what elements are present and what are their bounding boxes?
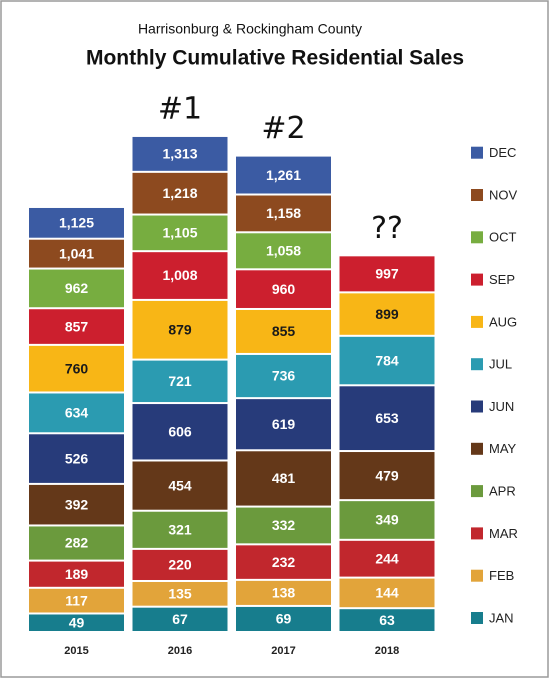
value-label: 69 <box>276 611 292 627</box>
x-tick-label: 2017 <box>271 645 295 657</box>
legend-label: MAY <box>489 441 517 456</box>
value-label: 619 <box>272 416 296 432</box>
legend-label: JUL <box>489 357 512 372</box>
value-label: 1,041 <box>59 245 94 261</box>
legend-swatch <box>471 485 483 498</box>
value-label: 1,313 <box>162 146 197 162</box>
value-label: 135 <box>168 586 192 602</box>
value-label: 653 <box>375 410 399 426</box>
legend-swatch <box>471 231 483 244</box>
value-label: 1,125 <box>59 215 94 231</box>
value-label: 67 <box>172 611 188 627</box>
legend-swatch <box>471 315 483 328</box>
value-label: 392 <box>65 496 89 512</box>
bar-segment <box>130 605 230 633</box>
value-label: 526 <box>65 450 89 466</box>
legend-label: NOV <box>489 187 518 202</box>
value-label: 855 <box>272 323 296 339</box>
value-label: 349 <box>375 512 399 528</box>
value-label: 962 <box>65 280 89 296</box>
value-label: 634 <box>65 405 89 421</box>
value-label: 784 <box>375 352 399 368</box>
value-label: 220 <box>168 557 192 573</box>
annotation: ?? <box>371 211 403 246</box>
legend-swatch <box>471 273 483 286</box>
value-label: 997 <box>375 266 399 282</box>
legend-label: APR <box>489 484 516 499</box>
value-label: 1,158 <box>266 205 301 221</box>
legend-label: SEP <box>489 272 515 287</box>
value-label: 454 <box>168 477 192 493</box>
value-label: 63 <box>379 612 395 628</box>
annotation: #1 <box>158 91 202 126</box>
value-label: 736 <box>272 368 296 384</box>
value-label: 144 <box>375 585 399 601</box>
value-label: 282 <box>65 535 89 551</box>
legend-label: MAR <box>489 526 518 541</box>
value-label: 189 <box>65 566 89 582</box>
legend-swatch <box>471 569 483 582</box>
x-tick-label: 2015 <box>64 645 88 657</box>
value-label: 49 <box>69 614 85 630</box>
value-label: 244 <box>375 550 399 566</box>
legend-label: JUN <box>489 399 514 414</box>
bar-segment <box>27 612 126 633</box>
value-label: 1,008 <box>162 267 197 283</box>
legend-swatch <box>471 442 483 455</box>
x-tick-label: 2018 <box>375 645 399 657</box>
legend-swatch <box>471 612 483 624</box>
value-label: 960 <box>272 281 296 297</box>
legend-label: FEB <box>489 568 514 583</box>
legend-swatch <box>471 146 483 159</box>
value-label: 1,261 <box>266 167 301 183</box>
value-label: 138 <box>272 585 296 601</box>
value-label: 879 <box>168 321 192 337</box>
value-label: 1,218 <box>162 185 197 201</box>
annotation: #2 <box>261 111 305 146</box>
value-label: 760 <box>65 360 89 376</box>
value-label: 481 <box>272 470 296 486</box>
value-label: 1,105 <box>162 225 197 241</box>
bar-segment <box>337 607 437 634</box>
legend-swatch <box>471 527 483 540</box>
x-tick-label: 2016 <box>168 645 192 657</box>
value-label: 606 <box>168 423 192 439</box>
legend-swatch <box>471 400 483 413</box>
value-label: 117 <box>65 592 88 608</box>
value-label: 321 <box>168 522 192 538</box>
legend-label: DEC <box>489 145 516 160</box>
bar-segment <box>234 604 333 634</box>
chart-subtitle: Harrisonburg & Rockingham County <box>138 21 362 37</box>
legend-swatch <box>471 189 483 201</box>
value-label: 332 <box>272 517 296 533</box>
value-label: 721 <box>168 373 192 389</box>
legend-label: JAN <box>489 610 514 625</box>
legend-label: OCT <box>489 230 517 245</box>
chart-title: Monthly Cumulative Residential Sales <box>86 47 464 70</box>
value-label: 232 <box>272 554 296 570</box>
legend-label: AUG <box>489 314 517 329</box>
value-label: 857 <box>65 318 89 334</box>
legend-swatch <box>471 358 483 371</box>
value-label: 479 <box>375 467 399 483</box>
value-label: 1,058 <box>266 243 301 259</box>
value-label: 899 <box>375 306 399 322</box>
